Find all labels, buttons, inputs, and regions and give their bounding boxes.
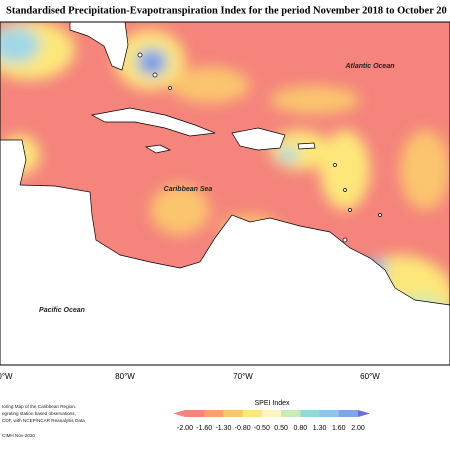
legend-arrow [358, 410, 370, 417]
lon-label: 0°W [0, 372, 13, 381]
legend-swatch [338, 410, 359, 417]
legend-tick-label: 2.00 [351, 425, 365, 432]
notes: toring Map of the Caribbean Region. egra… [2, 404, 85, 438]
legend-swatch [223, 410, 244, 417]
lon-label: 60°W [360, 372, 380, 381]
lon-label: 80°W [115, 372, 135, 381]
lon-label: 70°W [233, 372, 253, 381]
ocean-label: Atlantic Ocean [344, 63, 394, 70]
note: CDF, with NCEP/NCAR Reanalysis Data [2, 418, 85, 423]
puerto-rico [297, 142, 316, 150]
legend-title: SPEI Index [254, 400, 290, 407]
florida [69, 22, 129, 71]
central-south-america [0, 139, 450, 365]
legend: SPEI Index -2.00 -1.60 -1.30 -0.80 -0.50 0.50… [173, 400, 370, 432]
longitude-labels: 0°W 80°W 70°W 60°W [0, 372, 380, 381]
legend-tick-label: -0.50 [254, 425, 270, 432]
legend-swatch [242, 410, 263, 417]
legend-arrow [173, 410, 185, 417]
legend-tick-label: 0.50 [274, 425, 288, 432]
map-area: Atlantic Ocean Caribbean Sea Pacific Oce… [0, 22, 450, 365]
legend-tick-label: -0.80 [235, 425, 251, 432]
jamaica [144, 144, 172, 154]
legend-tick-label: -1.30 [215, 425, 231, 432]
legend-swatch [261, 410, 282, 417]
legend-tick-label: 0.80 [294, 425, 308, 432]
ocean-label: Caribbean Sea [164, 186, 213, 193]
legend-tick-label: -1.60 [196, 425, 212, 432]
legend-swatch [204, 410, 224, 417]
legend-swatch [185, 410, 205, 417]
legend-swatch [281, 410, 301, 417]
islands [137, 52, 382, 243]
legend-tick-label: 1.30 [313, 425, 327, 432]
note: toring Map of the Caribbean Region. [2, 404, 76, 409]
map-frame [0, 21, 450, 366]
legend-tick-label: 1.60 [332, 425, 346, 432]
note: egrating station based observations, [2, 411, 76, 416]
cuba [90, 107, 216, 137]
map-title: Standardised Precipitation-Evapotranspir… [6, 5, 447, 16]
legend-tick-label: -2.00 [177, 425, 193, 432]
ocean-label: Pacific Ocean [39, 307, 85, 314]
hispaniola [231, 127, 286, 151]
note: CIMH Nov-2020 [2, 433, 35, 438]
legend-swatch [300, 410, 321, 417]
legend-swatch [319, 410, 340, 417]
